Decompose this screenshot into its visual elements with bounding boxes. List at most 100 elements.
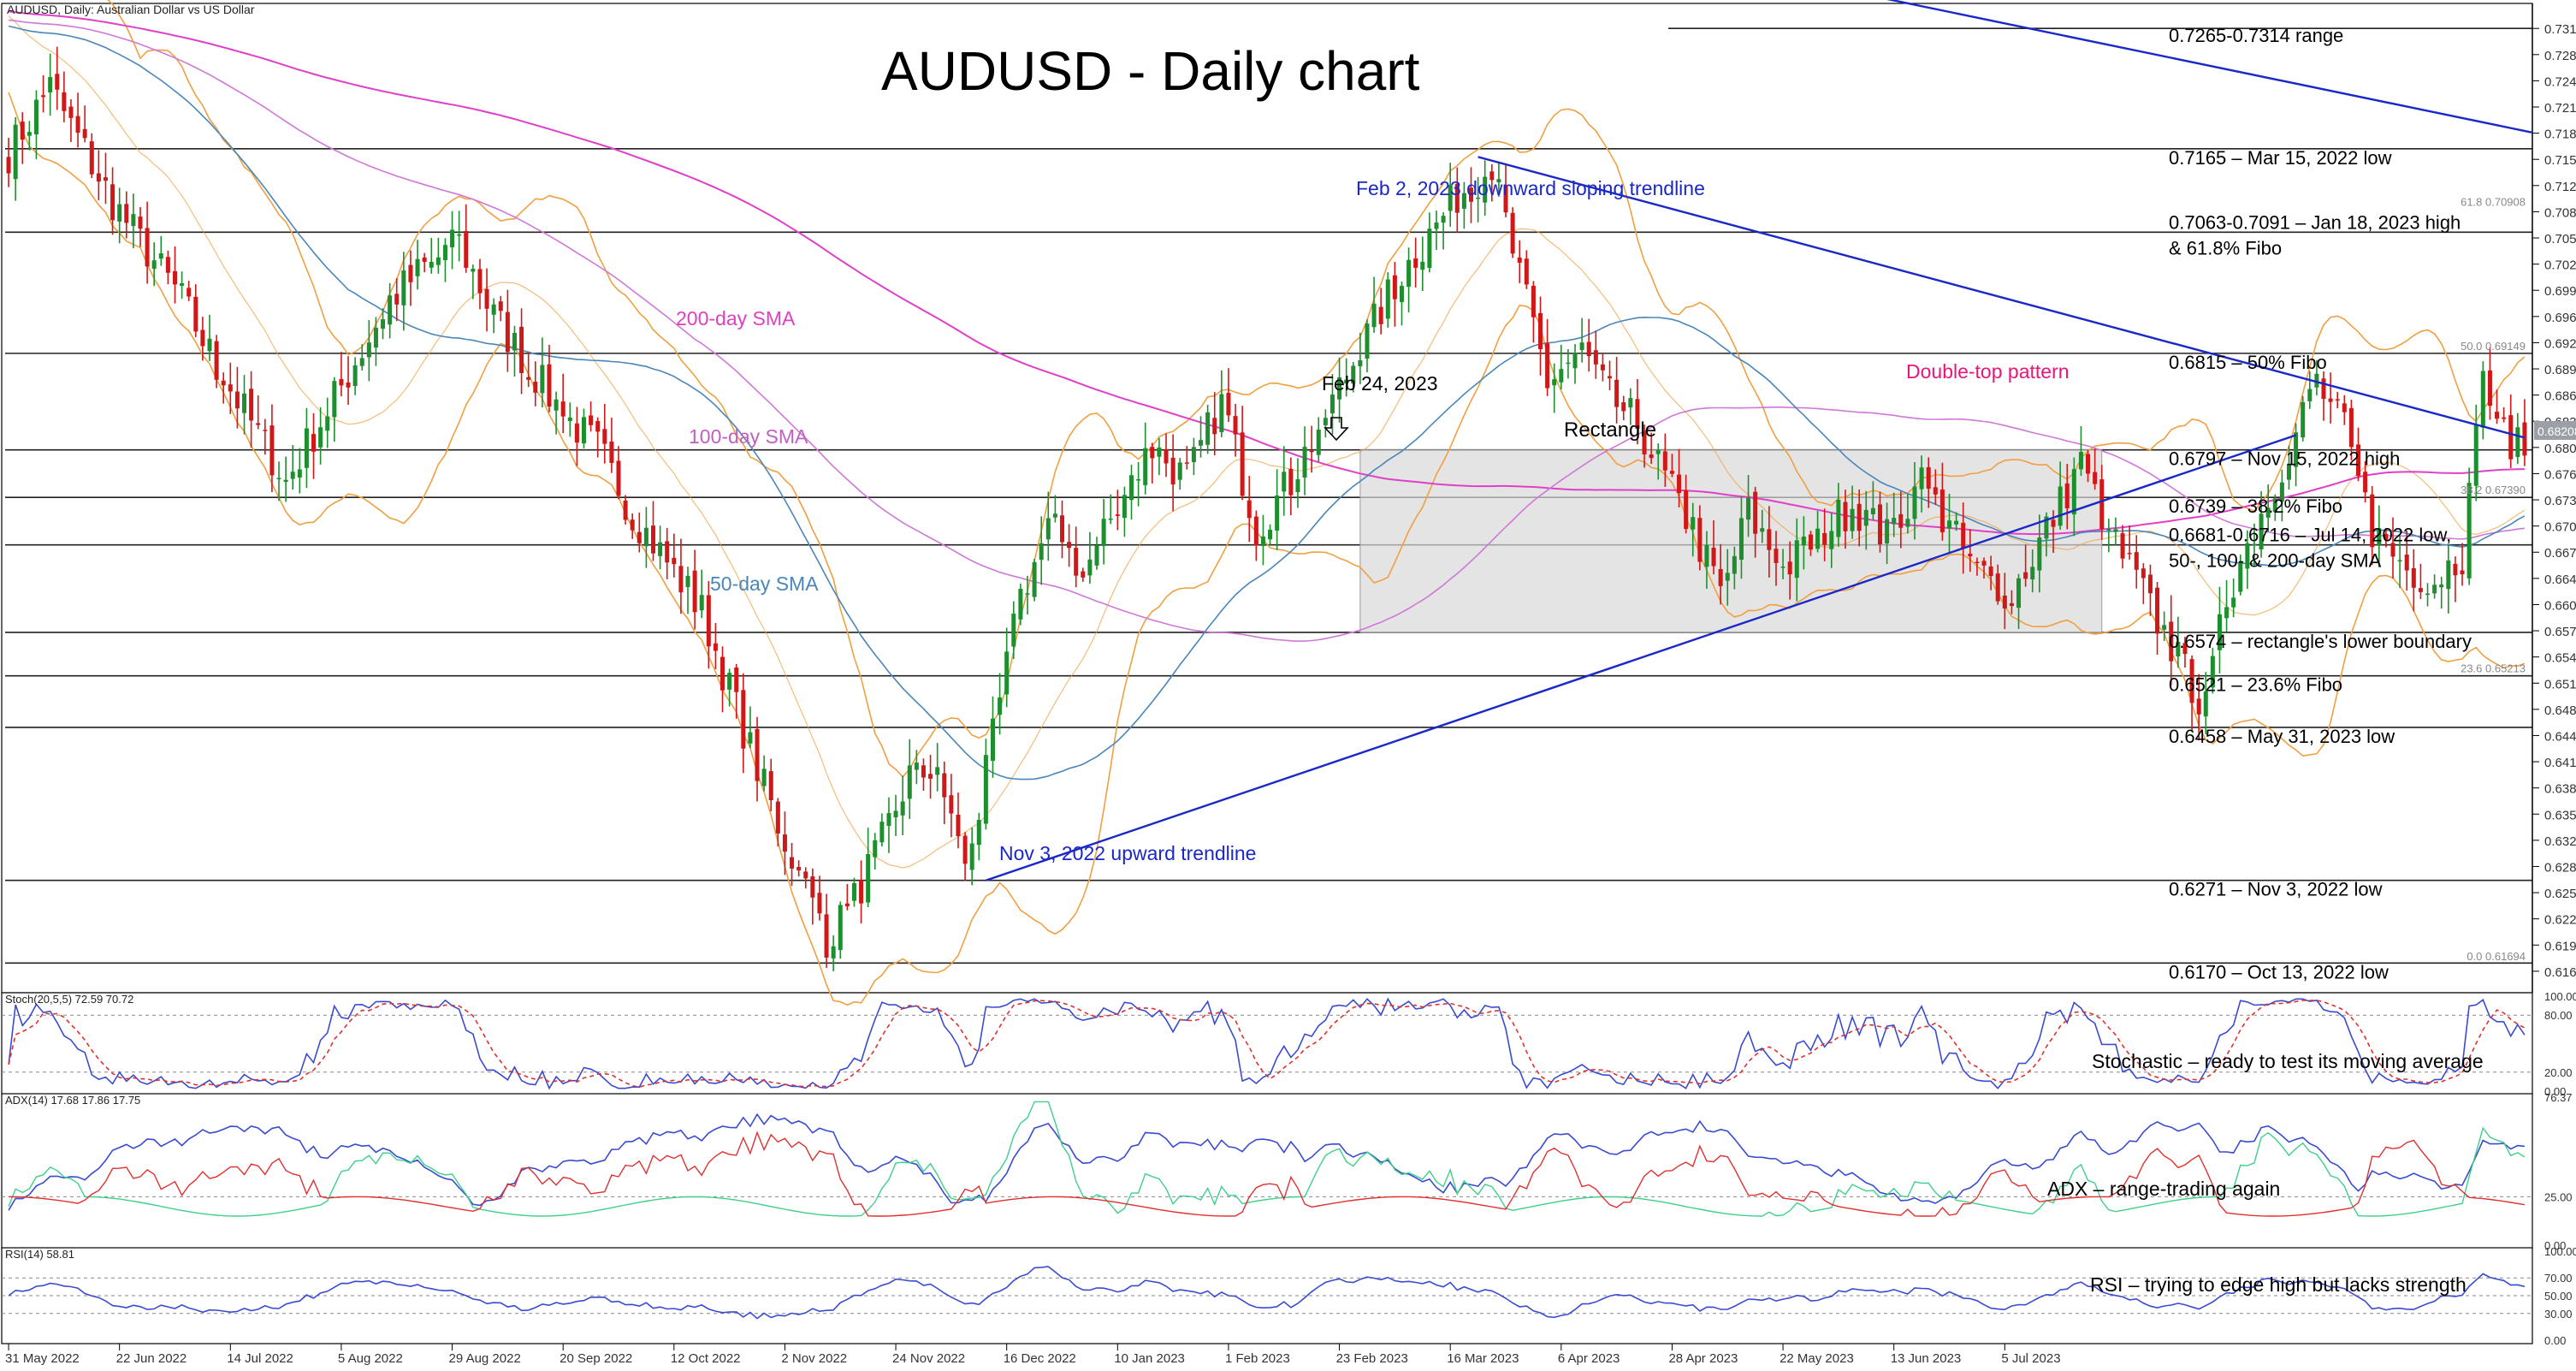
candle-body xyxy=(567,417,572,421)
fib-tag: 0.0 0.61694 xyxy=(2466,950,2526,963)
candle-body xyxy=(249,389,254,421)
candle-body xyxy=(269,425,275,476)
adx-line xyxy=(8,1113,2525,1211)
candle-body xyxy=(41,95,46,98)
candle-body xyxy=(145,228,150,267)
candle-body xyxy=(1538,312,1543,349)
candle xyxy=(685,567,690,614)
candle-body xyxy=(2217,614,2222,650)
candle-body xyxy=(1427,228,1432,269)
candle-body xyxy=(1461,193,1466,209)
candle xyxy=(394,278,400,322)
candle-body xyxy=(1738,518,1744,561)
y-tick-label: 0.61600 xyxy=(2544,965,2576,980)
candle xyxy=(866,828,871,908)
candle xyxy=(983,739,988,830)
candle xyxy=(734,663,739,719)
candle-body xyxy=(2259,513,2264,550)
candle-body xyxy=(1489,171,1495,181)
candle-body xyxy=(498,301,503,312)
candle xyxy=(103,152,108,205)
candle-body xyxy=(2348,407,2354,448)
candle xyxy=(1496,163,1501,197)
candle xyxy=(332,377,337,442)
y-tick-label: 0.64480 xyxy=(2544,729,2576,744)
candle-body xyxy=(1628,398,1633,408)
y-tick-label: 0.72480 xyxy=(2544,74,2576,89)
candle xyxy=(790,843,795,887)
candle xyxy=(1642,424,1647,468)
candle xyxy=(2224,579,2230,632)
candle xyxy=(283,456,288,502)
candle xyxy=(6,138,11,187)
candle xyxy=(2377,505,2382,567)
candle xyxy=(2335,391,2340,408)
candle xyxy=(658,525,663,570)
candle xyxy=(1669,454,1674,478)
candle-body xyxy=(1669,471,1674,474)
candle xyxy=(1780,549,1785,579)
candle xyxy=(665,527,670,579)
candle xyxy=(1177,458,1182,490)
candle xyxy=(761,755,767,792)
candle xyxy=(1191,437,1196,476)
candle-body xyxy=(2411,567,2416,588)
candle-body xyxy=(1808,534,1813,550)
candle xyxy=(1275,469,1280,550)
candle xyxy=(1843,490,1848,549)
candle-body xyxy=(1226,393,1231,416)
candle xyxy=(82,105,87,143)
candle-body xyxy=(2127,552,2132,555)
candle-body xyxy=(2384,533,2389,540)
candle xyxy=(498,295,503,322)
candle xyxy=(554,391,559,435)
candle xyxy=(727,668,732,707)
candle xyxy=(1552,363,1557,413)
candle xyxy=(276,461,281,502)
x-tick-label: 16 Dec 2022 xyxy=(1004,1351,1076,1366)
candle xyxy=(131,193,136,249)
candle-body xyxy=(1184,462,1189,464)
candle xyxy=(1753,486,1758,558)
candle-body xyxy=(540,365,545,394)
candle-body xyxy=(519,326,524,373)
candle xyxy=(921,758,926,791)
candle-body xyxy=(2404,554,2409,571)
candle xyxy=(2404,531,2409,591)
candle-body xyxy=(1115,514,1120,516)
candle-body xyxy=(2196,698,2201,715)
x-tick-label: 24 Nov 2022 xyxy=(892,1351,965,1366)
candle xyxy=(519,308,524,395)
candle xyxy=(720,646,725,713)
candle xyxy=(1787,541,1792,600)
candle-body xyxy=(1697,518,1703,562)
candle xyxy=(221,372,226,404)
candle xyxy=(775,798,780,847)
candle xyxy=(1586,318,1591,372)
candle-body xyxy=(1378,306,1383,324)
candle xyxy=(1143,422,1148,495)
candle xyxy=(2147,564,2153,616)
candle-body xyxy=(491,304,496,315)
candle-body xyxy=(2106,529,2111,531)
candle xyxy=(1510,207,1515,258)
candle-body xyxy=(727,673,732,690)
candle xyxy=(630,513,635,539)
candle-body xyxy=(1365,323,1370,359)
candle-body xyxy=(2321,378,2326,400)
candle xyxy=(2169,595,2174,686)
y-tick-label: 0.66720 xyxy=(2544,546,2576,561)
candle-body xyxy=(234,391,240,409)
candle xyxy=(138,206,143,247)
candle-body xyxy=(1337,377,1342,400)
candle-body xyxy=(1926,466,1931,490)
candle-body xyxy=(851,882,856,901)
candle-body xyxy=(131,214,136,227)
candle xyxy=(1939,462,1945,541)
candle-body xyxy=(1787,561,1792,575)
candle xyxy=(768,758,773,811)
candle xyxy=(2487,347,2492,420)
candle-body xyxy=(388,295,393,325)
candle xyxy=(193,284,198,337)
candle-body xyxy=(796,866,802,871)
